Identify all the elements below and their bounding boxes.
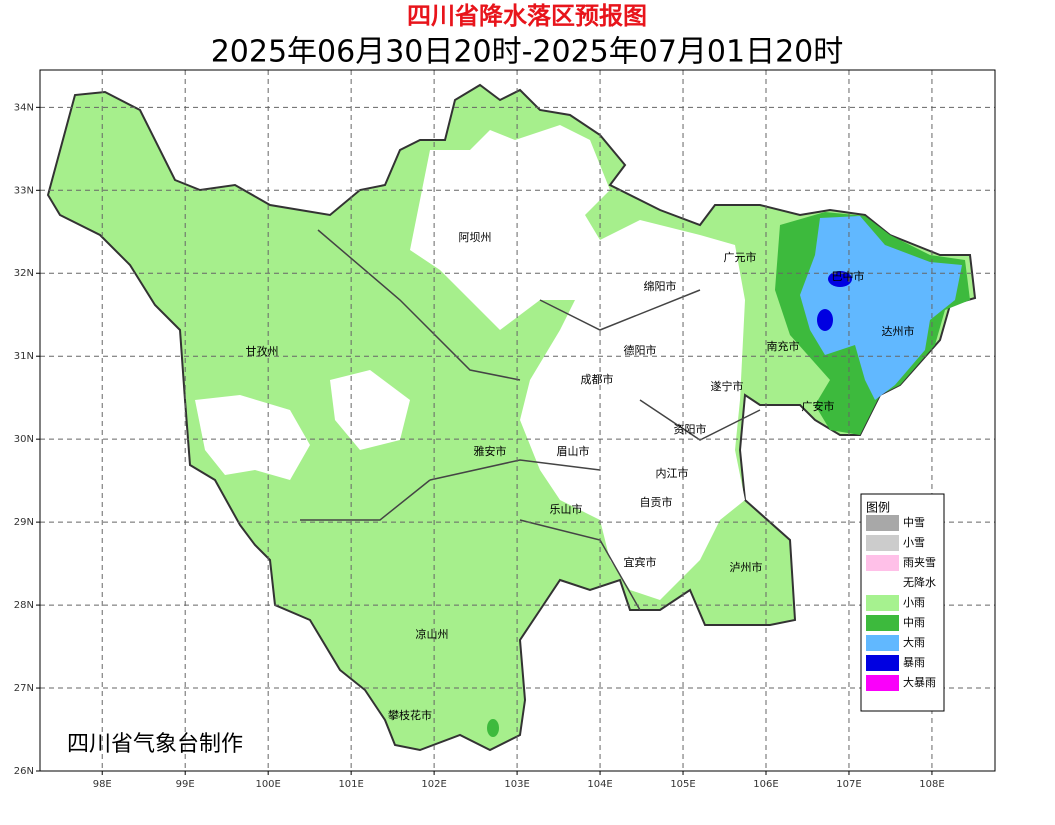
city-label: 眉山市	[557, 444, 590, 458]
y-tick-label: 29N	[14, 517, 34, 528]
x-tick-label: 100E	[255, 779, 280, 790]
boundary-lines	[300, 229, 761, 611]
x-tick-label: 98E	[93, 779, 112, 790]
legend-swatch	[866, 535, 899, 551]
city-label: 凉山州	[416, 627, 449, 641]
y-tick-label: 33N	[14, 185, 34, 196]
legend-title: 图例	[866, 501, 890, 515]
y-tick-label: 27N	[14, 683, 34, 694]
y-tick-label: 32N	[14, 268, 34, 279]
x-tick-label: 104E	[587, 779, 612, 790]
province-light-rain	[46, 83, 977, 752]
y-tick-label: 28N	[14, 600, 34, 611]
legend-swatch	[866, 515, 899, 531]
y-tick-label: 26N	[14, 766, 34, 777]
y-tick-label: 30N	[14, 434, 34, 445]
city-label: 甘孜州	[246, 344, 279, 358]
legend-swatch	[866, 595, 899, 611]
legend-label: 中雨	[903, 616, 925, 629]
city-label: 达州市	[882, 324, 915, 338]
heavy-rain-area	[800, 216, 962, 400]
city-label: 资阳市	[674, 422, 707, 436]
city-label: 广安市	[802, 399, 835, 413]
legend-label: 小雨	[903, 596, 925, 609]
no-rain-area	[410, 125, 745, 600]
city-label: 自贡市	[640, 495, 673, 509]
no-rain-area	[330, 370, 410, 450]
legend-swatch	[866, 615, 899, 631]
x-tick-label: 102E	[421, 779, 446, 790]
legend-swatch	[866, 655, 899, 671]
legend-label: 中雪	[903, 516, 925, 529]
legend-label: 暴雨	[903, 656, 925, 669]
no-rain-area	[195, 395, 310, 480]
city-label: 宜宾市	[624, 555, 657, 569]
rainstorm-area	[828, 271, 852, 287]
x-tick-label: 108E	[919, 779, 944, 790]
legend-label: 雨夹雪	[903, 556, 936, 569]
city-label: 攀枝花市	[388, 708, 432, 722]
x-tick-label: 106E	[753, 779, 778, 790]
x-tick-label: 103E	[504, 779, 529, 790]
city-label: 南充市	[767, 339, 800, 353]
city-label: 成都市	[581, 372, 614, 386]
legend-swatch	[866, 555, 899, 571]
x-tick-label: 101E	[338, 779, 363, 790]
title: 四川省降水落区预报图	[407, 2, 647, 30]
city-label: 德阳市	[624, 343, 657, 357]
legend-swatch	[866, 575, 899, 591]
legend-label: 大雨	[903, 635, 925, 649]
city-label: 泸州市	[730, 560, 763, 574]
rainstorm-area	[817, 309, 833, 331]
city-label: 遂宁市	[711, 379, 744, 393]
city-label: 绵阳市	[644, 279, 677, 293]
y-tick-label: 34N	[14, 102, 34, 113]
city-label: 广元市	[724, 250, 757, 264]
moderate-rain-area	[487, 719, 499, 737]
x-tick-label: 105E	[670, 779, 695, 790]
city-label: 乐山市	[550, 502, 583, 516]
city-label: 雅安市	[474, 444, 507, 458]
city-label: 内江市	[656, 466, 689, 480]
x-tick-label: 107E	[836, 779, 861, 790]
legend-swatch	[866, 675, 899, 691]
map	[46, 83, 977, 752]
legend-swatch	[866, 635, 899, 651]
x-tick-label: 99E	[176, 779, 195, 790]
city-label: 阿坝州	[459, 230, 492, 244]
legend-label: 大暴雨	[903, 675, 936, 689]
city-label: 巴中市	[832, 269, 865, 283]
y-tick-label: 31N	[14, 351, 34, 362]
subtitle: 2025年06月30日20时-2025年07月01日20时	[211, 35, 844, 70]
credit: 四川省气象台制作	[67, 732, 243, 757]
legend-label: 无降水	[903, 575, 936, 589]
legend-label: 小雪	[903, 536, 925, 549]
